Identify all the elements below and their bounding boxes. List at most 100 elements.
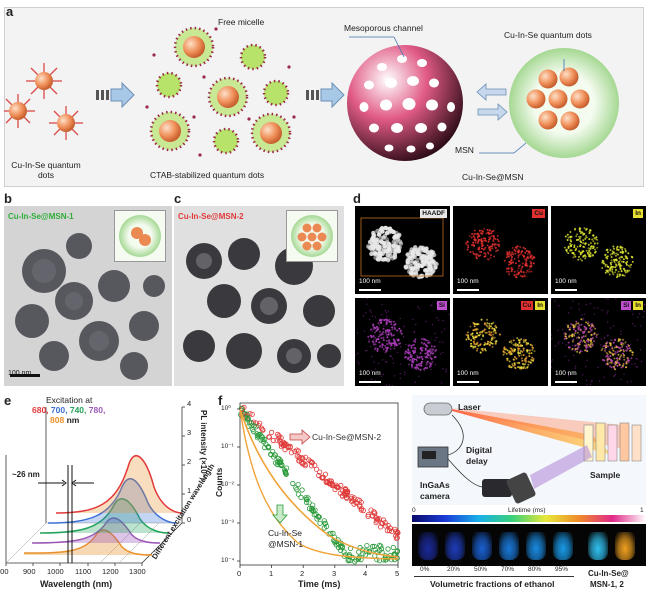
decay-point-msn1: [296, 482, 300, 486]
sample-label: Sample: [590, 470, 620, 480]
decay-point-msn1: [318, 521, 322, 525]
f-xlabel: Time (ms): [298, 579, 340, 589]
lifetime-well-ethanol: [499, 532, 519, 560]
lifetime-well-msn: [615, 532, 635, 560]
decay-point-msn2: [314, 467, 318, 471]
mesoporous-silica-sphere: [347, 37, 463, 161]
eds-tag-si: Si: [621, 301, 631, 310]
product-label: Cu-In-Se@MSN: [462, 172, 524, 182]
down-arrow-icon: [273, 505, 287, 523]
f-ylabel: Counts: [214, 468, 224, 497]
lifetime-label: Lifetime (ms): [508, 507, 546, 514]
decay-point-msn2: [269, 430, 273, 434]
ex-unit: nm: [67, 415, 80, 425]
e-right-ticks: 0 1 2 3 4: [187, 402, 197, 532]
fraction-caption: Volumetric fractions of ethanol: [430, 579, 555, 589]
eds-scale-label: 100 nm: [457, 370, 479, 377]
eds-scale-label: 100 nm: [555, 370, 577, 377]
eds-tile-si: Si 100 nm: [355, 298, 450, 386]
excitation-row1: 680, 700, 740, 780,: [32, 405, 105, 415]
eds-tile-in: In 100 nm: [551, 206, 646, 294]
msn1-decay-label-1: Cu-In-Se: [268, 528, 302, 538]
e-xticks: 800 900 1000 1100 1200 1300: [0, 567, 160, 577]
eds-tag-cu: Cu: [521, 301, 534, 310]
eds-scale-label: 100 nm: [359, 370, 381, 377]
process-arrow-icon: [306, 83, 344, 107]
shift-label: ~26 nm: [12, 470, 40, 479]
exchange-arrows-icon: [477, 84, 507, 120]
qd-label-2: Cu-In-Se quantum dots: [498, 30, 598, 40]
eds-tile-cu: Cu 100 nm: [453, 206, 548, 294]
laser-label: Laser: [458, 402, 481, 412]
eds-tag-in: In: [633, 301, 643, 310]
eds-tag-haadf: HAADF: [420, 209, 447, 218]
ex-808: 808: [50, 415, 64, 425]
eds-scale-label: 100 nm: [359, 278, 381, 285]
ctab-label: CTAB-stabilized quantum dots: [150, 170, 264, 180]
eds-tag-in: In: [535, 301, 545, 310]
digital-label-2: delay: [466, 456, 488, 466]
pl-spectra-chart: [4, 395, 214, 595]
lifetime-well-msn: [588, 532, 608, 560]
excitation-title: Excitation at: [46, 395, 92, 405]
lifetime-well-ethanol: [418, 532, 438, 560]
msn-label: MSN: [455, 145, 474, 155]
lifetime-well-ethanol: [445, 532, 465, 560]
msn1-inset: [114, 210, 166, 262]
eds-tile-haadf: HAADF 100 nm: [355, 206, 450, 294]
mesoporous-channel-label: Mesoporous channel: [344, 23, 423, 33]
camera-label-2: camera: [420, 491, 450, 501]
lifetime-images-strip: [412, 524, 646, 566]
eds-tag-si: Si: [437, 301, 447, 310]
msn-caption-2: MSN-1, 2: [590, 580, 624, 589]
msn2-decay-label: Cu-In-Se@MSN-2: [312, 432, 381, 442]
lifetime-well-ethanol: [526, 532, 546, 560]
msn2-inset: [286, 210, 338, 262]
decay-point-msn1: [300, 488, 304, 492]
right-arrow-icon: [290, 430, 310, 444]
decay-point-msn1: [391, 545, 395, 549]
msn1-scale: 100 nm: [8, 370, 31, 377]
eds-tag-in: In: [633, 209, 643, 218]
eds-tile-si-in: Si In 100 nm: [551, 298, 646, 386]
decay-point-msn1: [291, 481, 295, 485]
panel-c-label: c: [174, 191, 181, 206]
eds-tile-cu-in: Cu In 100 nm: [453, 298, 548, 386]
eds-tag-cu: Cu: [532, 209, 545, 218]
panel-d-label: d: [353, 191, 361, 206]
ex-680: 680,: [32, 405, 49, 415]
free-micelle-label: Free micelle: [218, 17, 264, 27]
laser-icon: [424, 403, 452, 415]
panel-b-label: b: [4, 191, 12, 206]
lifetime-well-ethanol: [553, 532, 573, 560]
eds-scale-label: 100 nm: [457, 278, 479, 285]
digital-label-1: Digital: [466, 445, 492, 455]
ctab-micelles: [145, 27, 295, 156]
lifetime-colorbar: [412, 515, 646, 522]
scale-max: 1: [640, 507, 644, 514]
spectrum-680: [56, 456, 182, 513]
fraction-bracket: [414, 576, 574, 577]
scale-min: 0: [412, 507, 416, 514]
ex-740: 740,: [70, 405, 87, 415]
eds-scale-label: 100 nm: [555, 278, 577, 285]
decay-point-msn1: [365, 543, 369, 547]
process-arrow-icon: [96, 83, 134, 107]
msn2-title: Cu-In-Se@MSN-2: [178, 212, 244, 221]
decay-point-msn1: [296, 492, 300, 496]
sample-vials: [584, 423, 641, 461]
msn-caption-1: Cu-In-Se@: [588, 569, 629, 578]
decay-point-msn1: [386, 547, 390, 551]
excitation-row2: 808 nm: [50, 415, 79, 425]
ex-780: 780,: [89, 405, 106, 415]
qd-label: Cu-In-Se quantum dots: [6, 160, 86, 180]
decay-chart: [218, 395, 408, 595]
ex-700: 700,: [51, 405, 68, 415]
msn1-title: Cu-In-Se@MSN-1: [8, 212, 74, 221]
camera-label-1: InGaAs: [420, 480, 450, 490]
msn1-decay-label-2: @MSN-1: [268, 539, 303, 549]
msn-loaded-particle: [479, 48, 619, 158]
eds-mapping-grid: HAADF 100 nm Cu 100 nm In 100 nm Si 100 nm Cu In 1…: [355, 206, 646, 386]
lifetime-well-ethanol: [472, 532, 492, 560]
f-xticks: 0 1 2 3 4 5: [236, 569, 416, 579]
